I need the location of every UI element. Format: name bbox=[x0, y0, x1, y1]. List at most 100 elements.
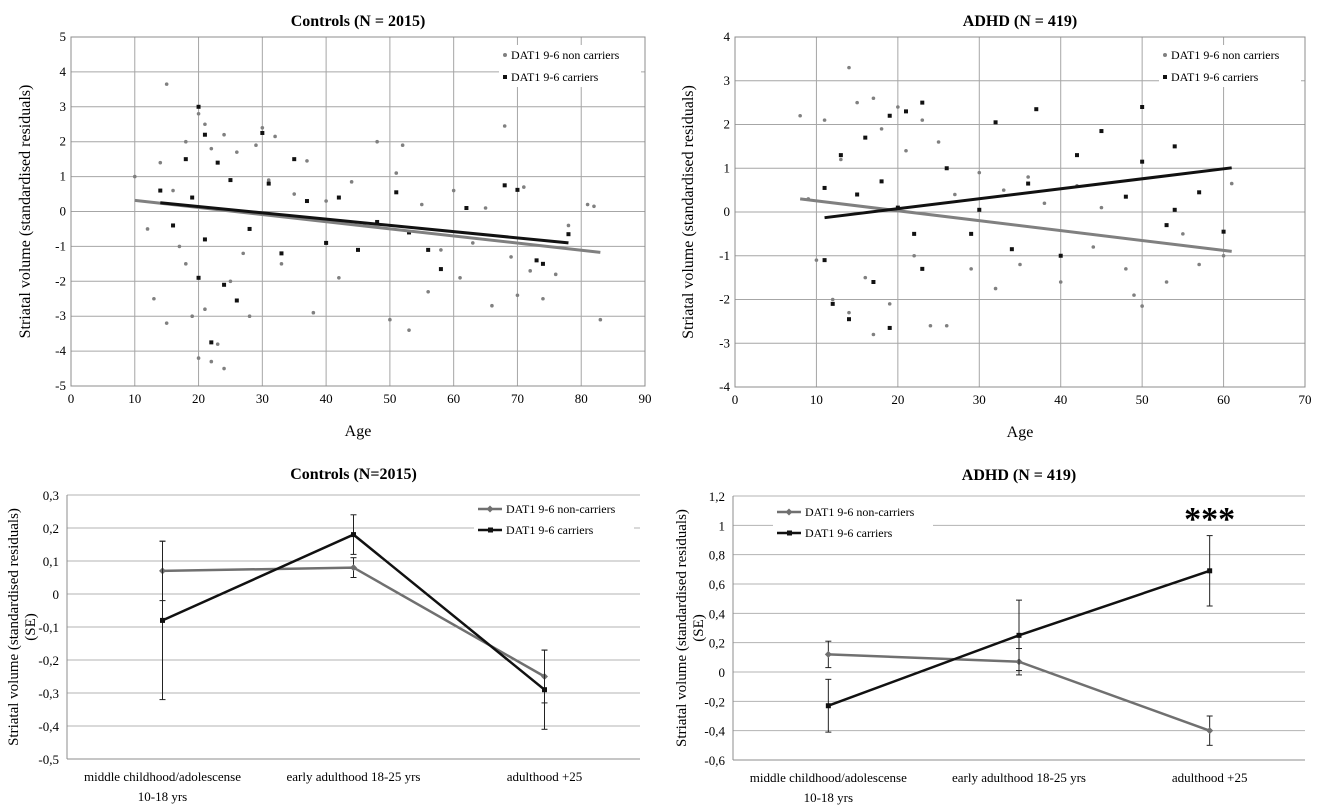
data-point-non-carrier bbox=[822, 118, 827, 122]
data-point-non-carrier bbox=[426, 289, 430, 294]
data-point-carrier bbox=[202, 237, 207, 242]
legend-marker-non-carriers bbox=[785, 508, 793, 516]
legend-marker-carriers bbox=[503, 75, 507, 79]
y-tick-label: -2 bbox=[719, 292, 730, 307]
plot-area-border bbox=[70, 36, 646, 387]
data-point-non-carrier bbox=[541, 296, 545, 301]
x-tick-label: 20 bbox=[891, 392, 904, 407]
x-tick-label: 30 bbox=[256, 391, 269, 406]
data-point-carrier bbox=[863, 135, 868, 140]
data-point-non-carrier bbox=[1140, 304, 1144, 308]
y-tick-label: 0,4 bbox=[709, 606, 726, 621]
data-point-non-carrier bbox=[209, 359, 214, 364]
data-point-non-carrier bbox=[592, 204, 596, 209]
data-point-non-carrier bbox=[490, 303, 494, 308]
data-point-carrier bbox=[1221, 229, 1226, 234]
data-point-carrier bbox=[977, 207, 982, 212]
data-point-non-carrier bbox=[598, 317, 603, 322]
x-tick-label: 50 bbox=[1136, 392, 1149, 407]
category-label: early adulthood 18-25 yrs bbox=[952, 770, 1086, 785]
data-point-non-carrier bbox=[1181, 232, 1185, 236]
data-point-non-carrier bbox=[1229, 181, 1234, 186]
legend-label: DAT1 9-6 carriers bbox=[1171, 70, 1259, 84]
y-tick-label: 4 bbox=[60, 64, 67, 79]
data-marker-carrier bbox=[825, 703, 831, 709]
data-point-carrier bbox=[196, 275, 201, 280]
data-point-carrier bbox=[838, 153, 843, 158]
data-point-non-carrier bbox=[152, 296, 156, 301]
x-tick-label: 0 bbox=[68, 391, 75, 406]
line-chart-controls: 0,3 0,2 0,1 0 -0,1 -0,2 -0,3 -0,4 -0,5 middle chi… bbox=[6, 466, 640, 804]
data-point-non-carrier bbox=[936, 140, 941, 144]
legend-label: DAT1 9-6 non-carriers bbox=[805, 505, 915, 519]
legend-marker-non-carriers bbox=[486, 505, 494, 513]
data-point-non-carrier bbox=[196, 111, 201, 116]
data-point-carrier bbox=[426, 247, 431, 252]
y-tick-label: 5 bbox=[60, 29, 67, 44]
data-point-carrier bbox=[1009, 247, 1014, 252]
data-point-carrier bbox=[540, 261, 545, 266]
data-point-carrier bbox=[356, 247, 360, 252]
data-point-non-carrier bbox=[273, 134, 277, 139]
data-point-non-carrier bbox=[1018, 262, 1022, 267]
data-point-carrier bbox=[1123, 194, 1128, 199]
legend: DAT1 9-6 non carriers DAT1 9-6 carriers bbox=[1159, 45, 1301, 87]
data-point-non-carrier bbox=[324, 199, 328, 203]
y-axis-label: Striatal volume (standardised residuals)… bbox=[6, 508, 39, 746]
data-point-non-carrier bbox=[855, 100, 859, 105]
y-tick-label: -3 bbox=[55, 308, 66, 323]
y-tick-label: -0,2 bbox=[704, 694, 725, 709]
data-point-non-carrier bbox=[1001, 188, 1006, 192]
data-point-non-carrier bbox=[215, 342, 220, 346]
data-point-non-carrier bbox=[254, 143, 258, 147]
data-point-carrier bbox=[304, 199, 309, 204]
data-point-non-carrier bbox=[439, 248, 443, 252]
legend-marker-carriers bbox=[787, 530, 792, 536]
data-point-carrier bbox=[336, 195, 341, 200]
data-marker-carrier bbox=[160, 617, 165, 623]
data-point-carrier bbox=[822, 258, 827, 263]
data-point-carrier bbox=[266, 181, 271, 186]
x-tick-label: 20 bbox=[192, 391, 205, 406]
data-point-non-carrier bbox=[1099, 205, 1104, 210]
chart-title: Controls (N = 2015) bbox=[291, 13, 426, 30]
data-point-carrier bbox=[190, 195, 195, 200]
series-carriers bbox=[825, 535, 1213, 733]
data-point-carrier bbox=[183, 157, 188, 162]
data-marker-carrier bbox=[351, 532, 356, 538]
y-tick-label: 2 bbox=[724, 117, 731, 132]
legend-background bbox=[499, 45, 641, 87]
y-tick-label: -3 bbox=[719, 335, 730, 350]
data-point-carrier bbox=[912, 231, 917, 236]
data-point-non-carrier bbox=[260, 125, 265, 130]
legend-marker-non-carriers bbox=[1163, 53, 1167, 57]
y-tick-label: -4 bbox=[719, 379, 730, 394]
data-point-carrier bbox=[1058, 253, 1063, 258]
data-point-carrier bbox=[171, 223, 176, 228]
data-point-carrier bbox=[228, 178, 233, 183]
data-point-non-carrier bbox=[1197, 262, 1201, 267]
legend-marker-carriers bbox=[1163, 75, 1167, 79]
data-point-non-carrier bbox=[1132, 293, 1136, 297]
y-tick-label: -0,5 bbox=[38, 752, 59, 767]
data-marker-carrier bbox=[542, 687, 547, 693]
data-point-non-carrier bbox=[184, 262, 188, 266]
data-point-non-carrier bbox=[375, 139, 379, 144]
x-tick-label: 30 bbox=[973, 392, 986, 407]
category-label: middle childhood/adolescense bbox=[84, 769, 241, 784]
data-point-non-carrier bbox=[394, 171, 399, 175]
data-point-carrier bbox=[234, 298, 239, 303]
data-point-non-carrier bbox=[400, 143, 405, 147]
data-point-non-carrier bbox=[1058, 280, 1063, 284]
series-non-carriers bbox=[132, 82, 603, 371]
data-point-non-carrier bbox=[279, 262, 284, 266]
data-point-non-carrier bbox=[1091, 245, 1096, 249]
data-point-non-carrier bbox=[928, 323, 933, 328]
y-tick-label: 0,8 bbox=[709, 548, 725, 563]
data-marker-carrier bbox=[1016, 632, 1022, 638]
trendline-carriers bbox=[824, 166, 1232, 220]
y-tick-label: 0 bbox=[53, 587, 60, 602]
data-point-non-carrier bbox=[266, 178, 271, 182]
y-tick-label: -5 bbox=[55, 378, 66, 393]
